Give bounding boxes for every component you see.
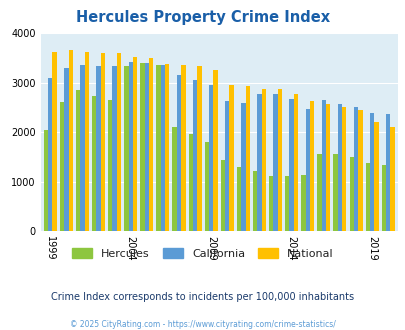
Text: Crime Index corresponds to incidents per 100,000 inhabitants: Crime Index corresponds to incidents per… [51, 292, 354, 302]
Bar [188, 135, 192, 231]
Bar [252, 171, 257, 231]
Bar [112, 66, 117, 231]
Bar [301, 175, 305, 231]
Bar [181, 65, 185, 231]
Bar [369, 113, 373, 231]
Bar [84, 52, 89, 231]
Bar [149, 58, 153, 231]
Bar [289, 99, 293, 231]
Bar [44, 130, 48, 231]
Bar [156, 65, 160, 231]
Bar [390, 127, 394, 231]
Bar [220, 160, 224, 231]
Bar [80, 65, 84, 231]
Bar [192, 80, 197, 231]
Bar [325, 104, 330, 231]
Text: © 2025 CityRating.com - https://www.cityrating.com/crime-statistics/: © 2025 CityRating.com - https://www.city… [70, 320, 335, 329]
Legend: Hercules, California, National: Hercules, California, National [72, 248, 333, 259]
Bar [333, 154, 337, 231]
Bar [357, 110, 362, 231]
Bar [140, 63, 144, 231]
Bar [273, 94, 277, 231]
Bar [96, 66, 100, 231]
Bar [236, 167, 241, 231]
Bar [60, 102, 64, 231]
Bar [177, 75, 181, 231]
Bar [261, 89, 265, 231]
Bar [64, 68, 68, 231]
Bar [241, 103, 245, 231]
Bar [341, 107, 345, 231]
Bar [381, 165, 385, 231]
Bar [204, 142, 209, 231]
Bar [224, 101, 229, 231]
Bar [76, 90, 80, 231]
Bar [197, 66, 201, 231]
Bar [284, 176, 289, 231]
Bar [385, 114, 390, 231]
Bar [229, 85, 233, 231]
Bar [373, 122, 378, 231]
Bar [117, 53, 121, 231]
Bar [305, 109, 309, 231]
Bar [337, 104, 341, 231]
Text: Hercules Property Crime Index: Hercules Property Crime Index [76, 10, 329, 25]
Bar [209, 85, 213, 231]
Bar [92, 96, 96, 231]
Bar [108, 100, 112, 231]
Bar [365, 163, 369, 231]
Bar [172, 127, 177, 231]
Bar [165, 64, 169, 231]
Bar [321, 100, 325, 231]
Bar [52, 52, 57, 231]
Bar [245, 86, 249, 231]
Bar [213, 70, 217, 231]
Bar [144, 63, 149, 231]
Bar [353, 107, 357, 231]
Bar [124, 66, 128, 231]
Bar [317, 154, 321, 231]
Bar [132, 57, 137, 231]
Bar [277, 89, 281, 231]
Bar [100, 53, 105, 231]
Bar [293, 94, 297, 231]
Bar [349, 157, 353, 231]
Bar [160, 65, 165, 231]
Bar [257, 94, 261, 231]
Bar [269, 176, 273, 231]
Bar [309, 101, 313, 231]
Bar [68, 50, 72, 231]
Bar [128, 62, 132, 231]
Bar [48, 78, 52, 231]
